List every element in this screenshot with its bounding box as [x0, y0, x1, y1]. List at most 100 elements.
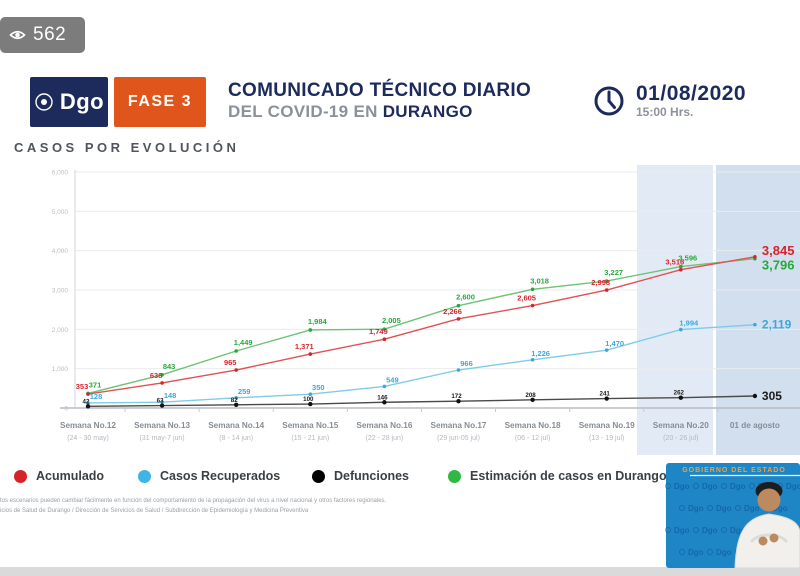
svg-text:63: 63	[157, 398, 164, 405]
svg-text:3,018: 3,018	[530, 276, 549, 285]
clock-icon	[592, 84, 626, 123]
page-title: COMUNICADO TÉCNICO DIARIO DEL COVID-19 E…	[228, 80, 531, 121]
svg-text:148: 148	[164, 391, 177, 400]
svg-text:Semana No.12: Semana No.12	[60, 421, 116, 430]
svg-text:638: 638	[150, 371, 163, 380]
svg-text:(06 - 12 jul): (06 - 12 jul)	[515, 435, 550, 442]
svg-text:305: 305	[762, 389, 782, 403]
legend-dot-green	[448, 469, 461, 483]
svg-text:5,000: 5,000	[52, 209, 69, 216]
svg-text:(24 - 30 may): (24 - 30 may)	[67, 435, 109, 442]
svg-text:2,119: 2,119	[762, 318, 792, 332]
svg-text:1,226: 1,226	[531, 349, 550, 358]
svg-text:Dgo: Dgo	[674, 526, 690, 535]
svg-text:Dgo: Dgo	[688, 548, 704, 557]
logo-text: Dgo	[59, 89, 105, 114]
svg-text:Semana No.15: Semana No.15	[282, 421, 338, 430]
svg-text:350: 350	[312, 383, 325, 392]
svg-text:Dgo: Dgo	[744, 504, 760, 513]
svg-text:262: 262	[674, 390, 685, 397]
svg-text:2,000: 2,000	[52, 327, 69, 334]
title-line2: DEL COVID-19 EN DURANGO	[228, 101, 473, 121]
svg-text:4,000: 4,000	[52, 248, 69, 255]
svg-text:82: 82	[231, 397, 238, 404]
legend-item-acumulado: Acumulado	[14, 468, 104, 484]
svg-text:6,000: 6,000	[52, 170, 69, 177]
svg-text:3,227: 3,227	[604, 268, 623, 277]
svg-text:Semana No.18: Semana No.18	[505, 421, 561, 430]
chart-highlight-bands	[637, 165, 800, 455]
svg-text:(8 - 14 jun): (8 - 14 jun)	[219, 435, 253, 442]
footnote-line1: tos escenarios pueden cambiar fácilmente…	[0, 498, 387, 504]
svg-text:3,000: 3,000	[52, 288, 69, 295]
svg-text:Dgo: Dgo	[772, 504, 788, 513]
svg-text:Dgo: Dgo	[702, 526, 718, 535]
svg-text:Semana No.20: Semana No.20	[653, 421, 709, 430]
svg-text:259: 259	[238, 387, 251, 396]
svg-text:(20 - 26 jul): (20 - 26 jul)	[663, 435, 698, 442]
svg-text:42: 42	[83, 398, 90, 405]
svg-text:1,749: 1,749	[369, 327, 388, 336]
svg-text:965: 965	[224, 358, 237, 367]
interpreter-person	[734, 482, 800, 569]
svg-text:1,994: 1,994	[679, 319, 699, 328]
footnote-line2: icios de Salud de Durango / Dirección de…	[0, 508, 309, 514]
legend-item-defunciones: Defunciones	[312, 468, 409, 484]
svg-text:549: 549	[386, 375, 399, 384]
legend-dot-red	[14, 469, 27, 483]
dgo-logo: Dgo	[30, 77, 108, 127]
svg-text:Dgo: Dgo	[674, 482, 690, 491]
svg-text:1,371: 1,371	[295, 342, 314, 351]
legend-item-estimacion: Estimación de casos en Durango	[448, 468, 667, 484]
svg-text:Dgo: Dgo	[716, 504, 732, 513]
svg-text:3,516: 3,516	[665, 258, 684, 267]
svg-text:100: 100	[303, 396, 314, 403]
legend-dot-blue	[138, 469, 151, 483]
svg-text:208: 208	[525, 392, 536, 399]
chart-value-labels: 371 843 1,449 1,984 2,005 2,600 3,018 3,227 3,59…	[76, 243, 795, 406]
viewer-count: 562	[33, 24, 67, 45]
svg-text:0: 0	[64, 406, 68, 413]
svg-text:2,998: 2,998	[591, 278, 610, 287]
legend-dot-black	[312, 469, 325, 483]
svg-text:3,845: 3,845	[762, 243, 795, 258]
svg-text:(13 - 19 jul): (13 - 19 jul)	[589, 435, 624, 442]
svg-text:Dgo: Dgo	[730, 526, 746, 535]
svg-text:Dgo: Dgo	[688, 504, 704, 513]
report-time: 15:00 Hrs.	[636, 105, 694, 120]
title-line1: COMUNICADO TÉCNICO DIARIO	[228, 80, 532, 101]
svg-text:1,470: 1,470	[605, 339, 624, 348]
bottom-bar	[0, 567, 800, 576]
svg-text:966: 966	[460, 359, 473, 368]
svg-text:1,984: 1,984	[308, 317, 328, 326]
gobierno-banner-text: GOBIERNO DEL ESTADO	[682, 467, 786, 474]
chart-axes	[60, 170, 800, 412]
svg-text:Dgo: Dgo	[702, 482, 718, 491]
svg-text:Semana No.16: Semana No.16	[356, 421, 412, 430]
svg-text:1,000: 1,000	[52, 366, 69, 373]
svg-text:146: 146	[377, 394, 388, 401]
chart-series-lines	[85, 254, 758, 409]
legend-item-recuperados: Casos Recuperados	[138, 468, 280, 484]
svg-text:Semana No.17: Semana No.17	[431, 421, 487, 430]
report-datetime: 01/08/2020 15:00 Hrs.	[636, 82, 746, 119]
chart-x-axis-labels: Semana No.12 (24 - 30 may) Semana No.13 (31…	[60, 421, 780, 442]
svg-text:843: 843	[163, 362, 176, 371]
svg-text:2,600: 2,600	[456, 293, 475, 302]
svg-text:(29 jun-05 jul): (29 jun-05 jul)	[437, 435, 480, 442]
svg-text:(31 may-7 jun): (31 may-7 jun)	[140, 435, 185, 442]
svg-text:Semana No.19: Semana No.19	[579, 421, 635, 430]
svg-text:172: 172	[451, 393, 462, 400]
cases-evolution-chart: 0 1,000 2,000 3,000 4,000 5,000 6,000 371 843 1,…	[52, 165, 800, 455]
svg-text:3,596: 3,596	[678, 254, 697, 263]
svg-text:371: 371	[89, 380, 102, 389]
svg-text:(22 - 28 jun): (22 - 28 jun)	[366, 435, 404, 442]
viewer-count-badge: 562	[0, 17, 85, 53]
svg-text:3,796: 3,796	[762, 258, 795, 273]
svg-text:2,005: 2,005	[382, 316, 401, 325]
svg-text:128: 128	[90, 392, 103, 401]
svg-text:2,266: 2,266	[443, 307, 462, 316]
svg-text:Dgo: Dgo	[730, 482, 746, 491]
svg-text:2,605: 2,605	[517, 294, 536, 303]
state-seal-icon	[35, 93, 53, 111]
